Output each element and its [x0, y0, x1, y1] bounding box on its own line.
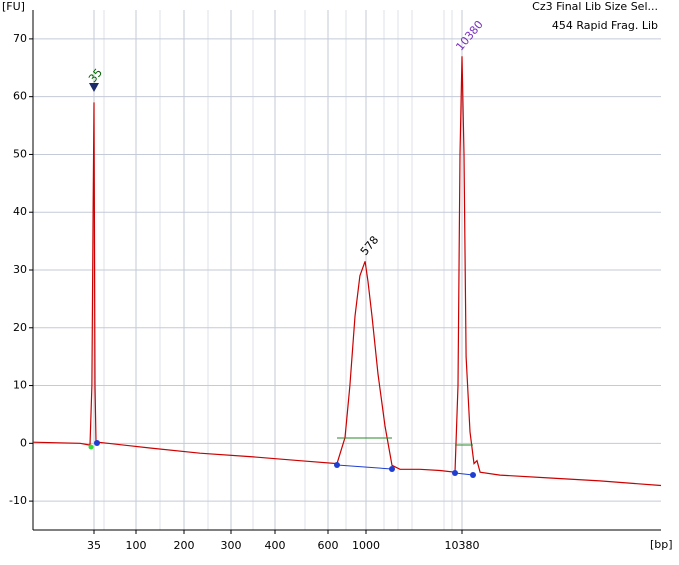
x-tick-label: 1000	[352, 539, 380, 552]
peak-end	[389, 466, 395, 472]
y-tick-label: 60	[13, 90, 27, 103]
trace	[32, 56, 662, 487]
y-tick-label: 70	[13, 32, 27, 45]
x-axis-label: [bp]	[650, 538, 673, 551]
marker-triangle	[89, 83, 99, 92]
y-tick-label: 40	[13, 205, 27, 218]
x-tick-label: 35	[87, 539, 101, 552]
y-tick-label: 20	[13, 321, 27, 334]
y-tick-label: 10	[13, 379, 27, 392]
subtitle: 454 Rapid Frag. Lib	[552, 19, 658, 32]
y-tick-label: 0	[20, 436, 27, 449]
x-tick-label: 10380	[445, 539, 480, 552]
grid	[29, 10, 661, 534]
y-tick-label: -10	[9, 494, 27, 507]
peak-end	[94, 440, 100, 446]
legend-entry: Cz3 Final Lib Size Sel...	[532, 0, 658, 13]
baselines	[88, 83, 476, 478]
x-tick-label: 300	[221, 539, 242, 552]
x-tick-label: 400	[265, 539, 286, 552]
peak-start	[452, 470, 458, 476]
x-tick-label: 100	[126, 539, 147, 552]
peak-start	[334, 462, 340, 468]
peak-baseline	[454, 472, 474, 476]
peak-start	[88, 444, 94, 450]
x-tick-label: 600	[318, 539, 339, 552]
y-tick-label: 50	[13, 147, 27, 160]
x-tick-label: 200	[174, 539, 195, 552]
plot	[32, 56, 662, 487]
peak-baseline	[336, 464, 393, 470]
peak-end	[470, 472, 476, 478]
y-axis-label: [FU]	[2, 0, 25, 13]
y-tick-label: 30	[13, 263, 27, 276]
